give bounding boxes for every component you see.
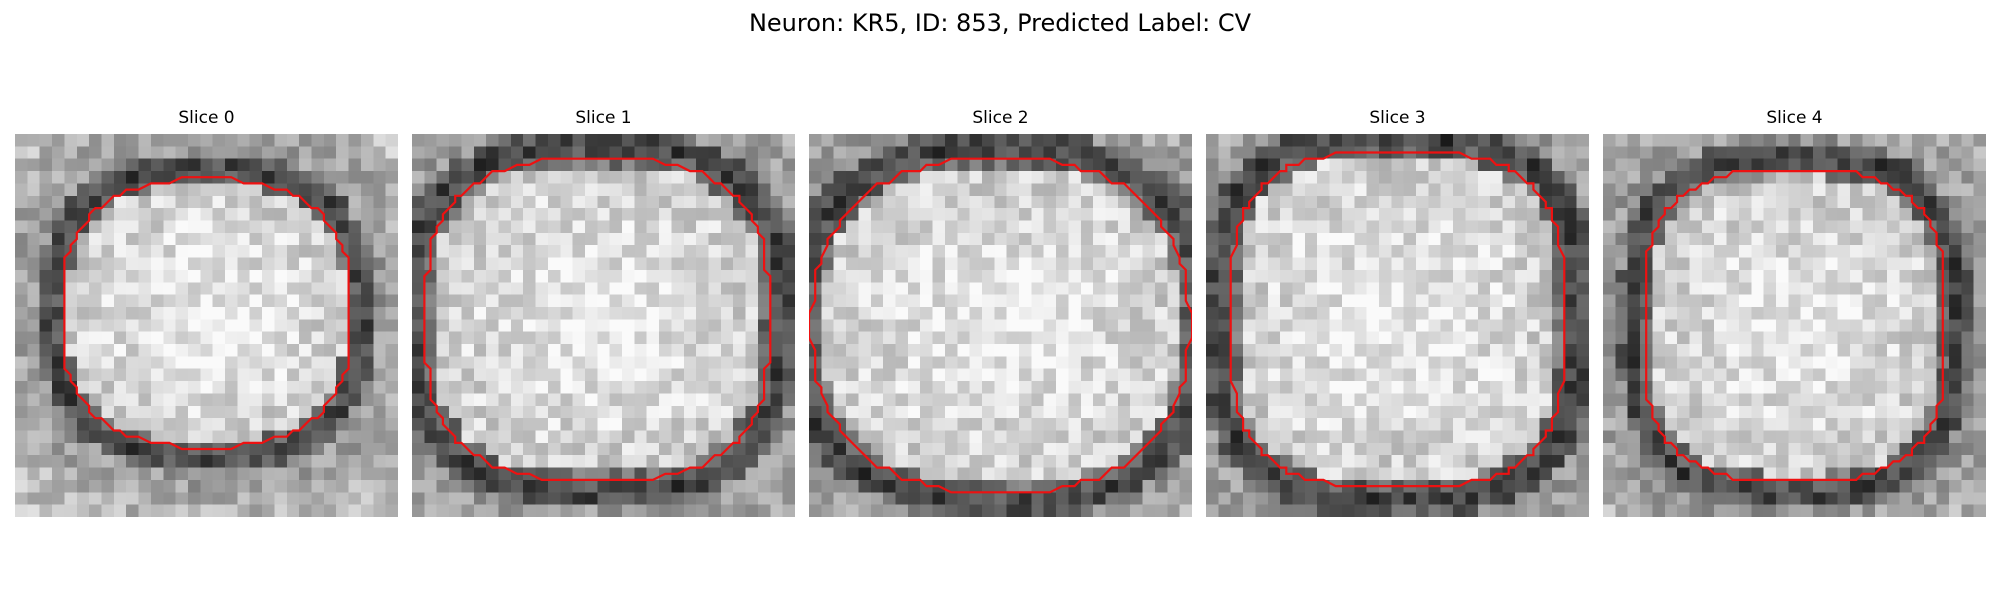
figure-title: Neuron: KR5, ID: 853, Predicted Label: C… bbox=[748, 9, 1252, 37]
slice-image-2 bbox=[809, 134, 1192, 517]
slice-panel-1: Slice 1 bbox=[412, 107, 795, 517]
slice-panel-3: Slice 3 bbox=[1206, 107, 1589, 517]
segmentation-contour bbox=[809, 157, 1192, 494]
segmentation-contour bbox=[1229, 151, 1566, 488]
slice-title-0: Slice 0 bbox=[178, 108, 235, 128]
slice-pixels bbox=[1206, 134, 1589, 517]
slice-image-3 bbox=[1206, 134, 1589, 517]
slice-image-0 bbox=[15, 134, 398, 517]
segmentation-contour bbox=[1645, 169, 1944, 481]
slice-panel-2: Slice 2 bbox=[809, 107, 1192, 517]
segmentation-contour bbox=[423, 157, 772, 481]
slice-image-1 bbox=[412, 134, 795, 517]
slice-panel-4: Slice 4 bbox=[1603, 107, 1986, 517]
slice-pixels bbox=[412, 134, 795, 517]
slice-title-4: Slice 4 bbox=[1766, 108, 1823, 128]
slice-pixels bbox=[1603, 134, 1986, 517]
slice-panel-0: Slice 0 bbox=[15, 107, 398, 517]
slice-pixels bbox=[809, 134, 1192, 517]
slice-pixels bbox=[15, 134, 398, 517]
slice-title-2: Slice 2 bbox=[972, 108, 1029, 128]
slice-image-4 bbox=[1603, 134, 1986, 517]
slice-title-3: Slice 3 bbox=[1369, 108, 1426, 128]
slice-title-1: Slice 1 bbox=[575, 108, 632, 128]
segmentation-contour bbox=[63, 176, 350, 451]
